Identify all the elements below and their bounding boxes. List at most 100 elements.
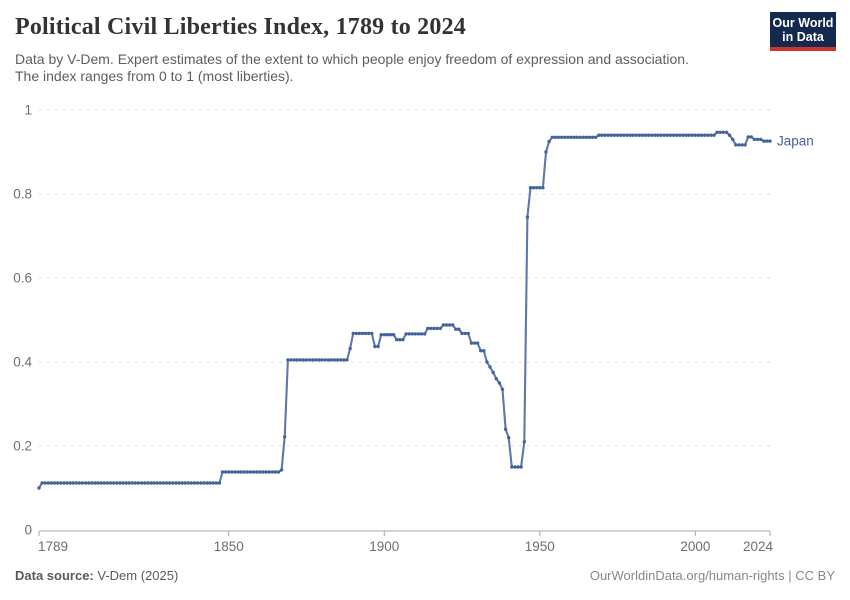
data-point xyxy=(438,326,442,331)
data-point xyxy=(746,135,750,139)
data-point xyxy=(591,135,595,139)
data-point xyxy=(354,331,358,336)
data-point xyxy=(587,135,592,139)
data-point xyxy=(121,481,125,485)
data-point xyxy=(615,133,620,137)
data-point xyxy=(140,481,144,485)
data-point xyxy=(192,481,197,485)
data-point xyxy=(152,481,156,485)
data-point xyxy=(491,370,495,375)
data-point xyxy=(289,358,293,362)
data-point xyxy=(451,323,455,327)
data-point xyxy=(550,135,554,139)
data-point xyxy=(74,481,79,485)
data-point xyxy=(40,481,44,485)
data-point xyxy=(342,358,346,362)
data-point xyxy=(279,468,284,472)
data-point xyxy=(531,186,536,190)
page-title: Political Civil Liberties Index, 1789 to… xyxy=(15,14,466,40)
data-point xyxy=(46,481,50,485)
data-point xyxy=(339,358,343,362)
data-point xyxy=(317,358,321,362)
data-point xyxy=(105,481,110,485)
chart-subtitle-line1: Data by V-Dem. Expert estimates of the e… xyxy=(15,51,689,67)
data-point xyxy=(650,133,654,137)
data-point xyxy=(762,139,766,143)
data-point xyxy=(180,481,184,485)
data-point xyxy=(466,331,470,336)
data-point xyxy=(382,333,386,337)
data-point xyxy=(379,333,383,337)
data-point xyxy=(404,332,408,336)
data-point xyxy=(407,332,411,336)
data-point xyxy=(681,133,685,137)
data-point xyxy=(230,470,234,474)
data-point xyxy=(472,341,477,345)
data-point xyxy=(167,481,172,485)
data-point xyxy=(77,481,82,485)
data-point xyxy=(727,133,732,137)
data-point xyxy=(108,481,113,485)
data-point xyxy=(143,481,147,485)
data-point xyxy=(376,344,380,349)
data-point xyxy=(724,130,729,134)
data-point xyxy=(133,481,138,485)
data-point xyxy=(737,143,741,147)
data-point xyxy=(485,360,489,364)
data-point xyxy=(220,470,225,474)
data-point xyxy=(314,358,318,362)
data-point xyxy=(115,481,119,485)
data-point xyxy=(634,133,638,137)
data-point xyxy=(675,133,679,137)
data-point xyxy=(693,133,697,137)
data-point xyxy=(292,358,296,362)
x-tick-label: 1950 xyxy=(525,539,555,554)
data-point xyxy=(186,481,190,485)
x-tick-label: 1900 xyxy=(369,539,399,554)
data-point xyxy=(609,133,614,137)
data-point xyxy=(112,481,116,485)
x-tick-label: 2024 xyxy=(743,539,774,554)
data-point xyxy=(199,481,203,485)
data-point xyxy=(391,333,396,337)
data-source-label: Data source: xyxy=(15,568,94,583)
series-label-japan[interactable]: Japan xyxy=(777,134,814,149)
data-point xyxy=(56,481,60,485)
x-tick-label: 1850 xyxy=(214,539,244,554)
data-point xyxy=(594,135,598,139)
data-point xyxy=(432,326,436,331)
credit-link[interactable]: OurWorldinData.org/human-rights | CC BY xyxy=(589,568,835,583)
data-point xyxy=(709,133,713,137)
data-point xyxy=(283,435,287,439)
data-point xyxy=(59,481,63,485)
data-point xyxy=(752,137,757,142)
data-point xyxy=(507,435,511,440)
data-point xyxy=(696,133,701,137)
data-point xyxy=(482,349,486,353)
data-point xyxy=(295,358,299,362)
data-point xyxy=(463,331,467,336)
data-point xyxy=(535,186,539,190)
data-point xyxy=(643,133,648,137)
data-point xyxy=(68,481,72,485)
owid-logo[interactable]: Our World in Data xyxy=(770,12,836,51)
owid-logo-line1: Our World xyxy=(772,16,834,30)
data-point xyxy=(556,135,561,139)
data-point xyxy=(264,470,268,474)
data-point xyxy=(52,481,57,485)
data-point xyxy=(469,341,474,345)
data-point xyxy=(668,133,673,137)
data-point xyxy=(385,333,390,337)
data-point xyxy=(678,133,682,137)
data-point xyxy=(323,358,327,362)
data-point xyxy=(479,349,483,353)
data-point xyxy=(273,470,278,474)
data-point xyxy=(158,481,162,485)
data-point xyxy=(447,323,452,327)
data-point xyxy=(563,135,567,139)
data-point xyxy=(703,133,707,137)
data-point xyxy=(205,481,209,485)
x-tick-label: 1789 xyxy=(38,539,68,554)
data-point xyxy=(525,215,530,219)
